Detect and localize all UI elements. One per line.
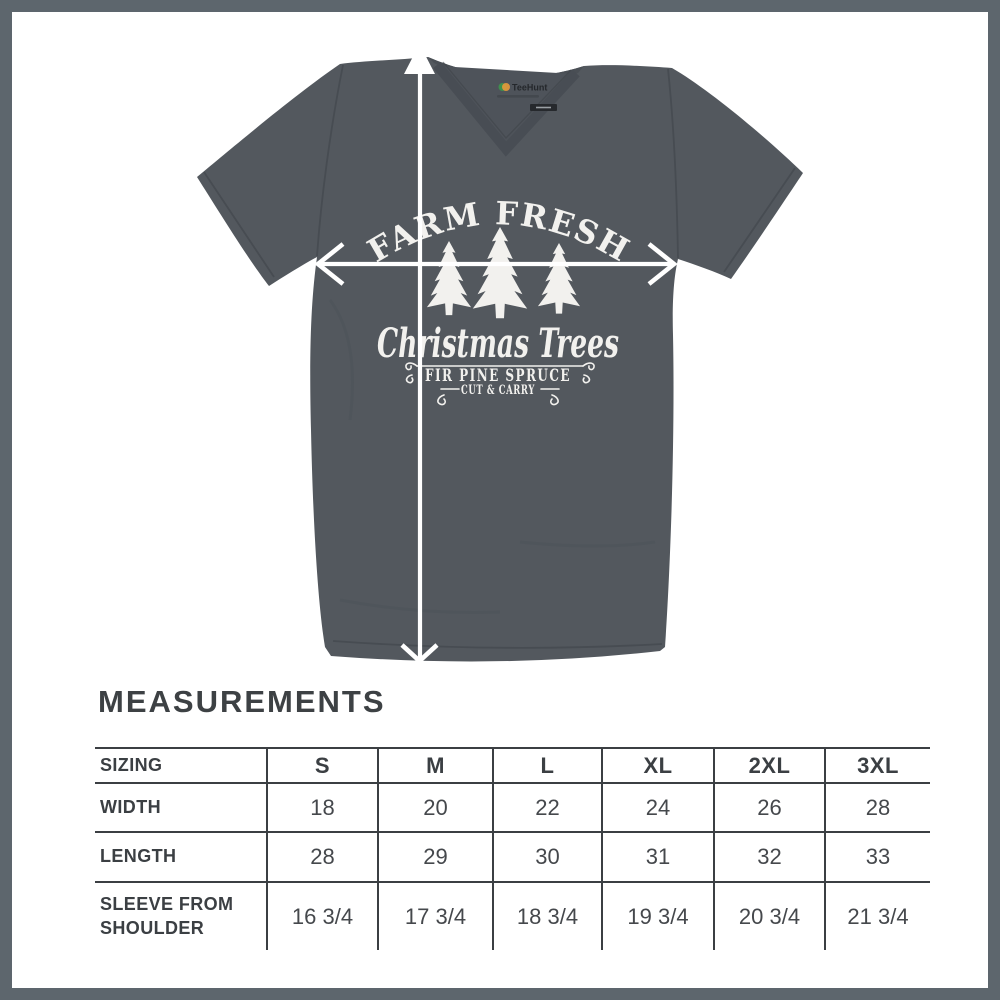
- tag-fine-print: [497, 95, 539, 98]
- table-header-cell: SIZING: [95, 747, 266, 784]
- arrow-down-icon: [400, 643, 439, 665]
- size-chart-table: SIZING S M L XL 2XL 3XL WIDTH 18 20 22 2…: [95, 747, 930, 950]
- table-header-cell: 3XL: [824, 747, 930, 784]
- table-header-cell: L: [492, 747, 601, 784]
- table-cell: 32: [713, 833, 824, 883]
- brand-tag: TeeHunt: [497, 83, 557, 111]
- table-cell: 28: [824, 784, 930, 833]
- row-label: SLEEVE FROM SHOULDER: [100, 894, 234, 938]
- table-header-cell: M: [377, 747, 492, 784]
- table-cell: 33: [824, 833, 930, 883]
- tshirt-body: [197, 57, 803, 662]
- table-cell: 26: [713, 784, 824, 833]
- arrow-right-icon: [647, 242, 678, 286]
- table-cell: 30: [492, 833, 601, 883]
- table-cell: 29: [377, 833, 492, 883]
- brand-tag-label: TeeHunt: [512, 83, 547, 93]
- table-cell: 18: [266, 784, 377, 833]
- tshirt: [197, 57, 803, 662]
- table-cell: 20 3/4: [713, 883, 824, 950]
- row-label: WIDTH: [95, 784, 266, 833]
- size-label-text: [536, 106, 551, 109]
- table-cell: 20: [377, 784, 492, 833]
- arrow-left-icon: [314, 242, 345, 286]
- table-cell: 16 3/4: [266, 883, 377, 950]
- table-cell: 18 3/4: [492, 883, 601, 950]
- seam-lines: [203, 64, 796, 649]
- flourish-ornaments: [405, 362, 595, 406]
- print-line-1: FIR PINE SPRUCE: [425, 366, 571, 385]
- table-cell: 24: [601, 784, 713, 833]
- row-label: LENGTH: [95, 833, 266, 883]
- measurement-arrows: [314, 44, 678, 665]
- table-cell: 19 3/4: [601, 883, 713, 950]
- table-cell: 22: [492, 784, 601, 833]
- arrow-up-icon: [404, 44, 435, 74]
- table-cell: 31: [601, 833, 713, 883]
- table-cell: 21 3/4: [824, 883, 930, 950]
- table-cell: 28: [266, 833, 377, 883]
- vneck-band: [433, 61, 580, 157]
- vneck-band-seam: [442, 61, 572, 139]
- tshirt-photo: TeeHunt FARM FRESH Christmas Trees FIR P…: [197, 44, 803, 665]
- table-cell: 17 3/4: [377, 883, 492, 950]
- table-header-cell: 2XL: [713, 747, 824, 784]
- script-text: Christmas Trees: [377, 320, 619, 367]
- measurements-title: MEASUREMENTS: [98, 684, 386, 719]
- brand-logo-icon: [502, 83, 510, 91]
- table-header-cell: S: [266, 747, 377, 784]
- vneck-inner-shadow: [437, 66, 575, 150]
- print-line-2: CUT & CARRY: [461, 383, 535, 398]
- table-header-cell: XL: [601, 747, 713, 784]
